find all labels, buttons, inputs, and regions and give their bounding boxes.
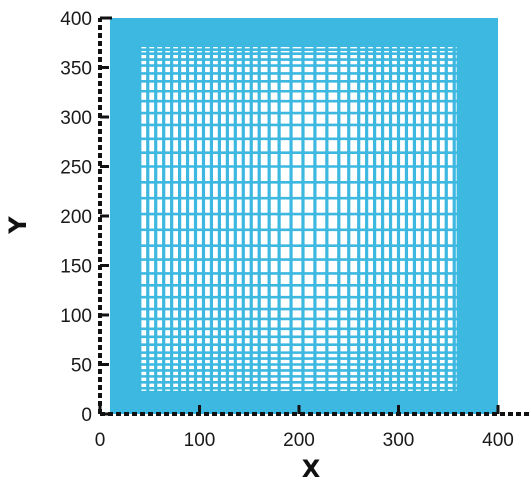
y-tick-label: 300: [60, 108, 92, 129]
x-tick-label: 300: [383, 430, 415, 451]
y-tick-label: 150: [60, 257, 92, 278]
x-tick-label: 100: [184, 430, 216, 451]
x-tick-label: 400: [482, 430, 514, 451]
x-tick-label: 200: [283, 430, 315, 451]
plot-area: [109, 18, 498, 414]
y-tick-label: 350: [60, 59, 92, 80]
x-axis-label: X: [302, 455, 321, 481]
y-axis-label: Y: [4, 216, 32, 235]
y-tick-label: 250: [60, 158, 92, 179]
y-tick-label: 100: [60, 306, 92, 327]
x-tick-label: 0: [95, 430, 106, 451]
y-tick-label: 50: [71, 356, 92, 377]
axes: [98, 16, 530, 416]
y-tick-label: 400: [60, 9, 92, 30]
y-tick-label: 0: [81, 405, 92, 426]
tick-labels: 0 100 200 300 400 0 50 100 150 200 250 300 350 400: [60, 9, 514, 451]
y-tick-label: 200: [60, 207, 92, 228]
